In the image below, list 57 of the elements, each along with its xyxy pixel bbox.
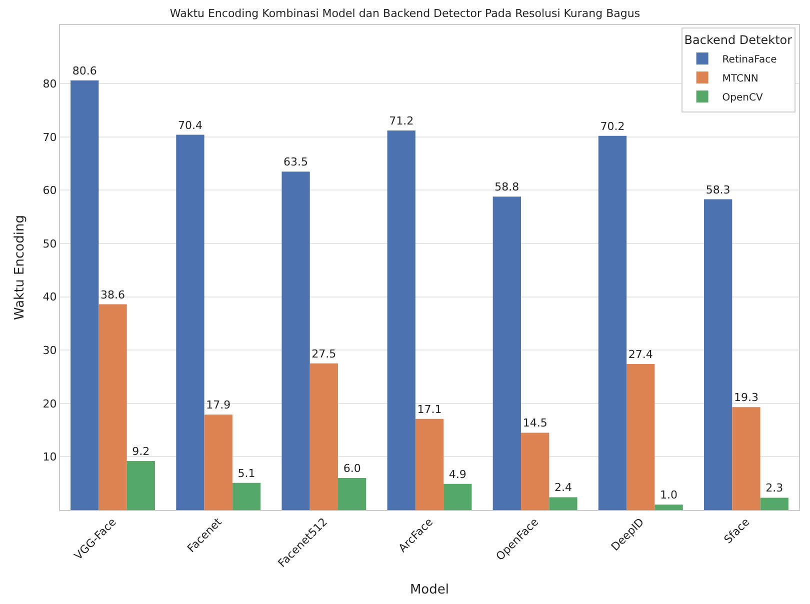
bar bbox=[204, 414, 232, 510]
bar bbox=[387, 130, 416, 510]
y-tick-label: 40 bbox=[42, 290, 57, 304]
y-tick-label: 10 bbox=[42, 450, 57, 464]
x-axis-title: Model bbox=[410, 582, 450, 598]
bar bbox=[70, 80, 99, 510]
text: 14.5 bbox=[522, 416, 548, 430]
text: 19.3 bbox=[734, 391, 758, 404]
text: 5.1 bbox=[238, 466, 256, 480]
legend-label: MTCNN bbox=[722, 73, 758, 84]
y-tick-label: 20 bbox=[42, 397, 57, 410]
bar bbox=[704, 199, 732, 510]
y-tick-label: 60 bbox=[42, 184, 57, 198]
text: 27.4 bbox=[628, 348, 653, 361]
bar bbox=[310, 363, 338, 510]
text: 6.0 bbox=[343, 462, 361, 476]
bar bbox=[521, 432, 550, 510]
bar bbox=[232, 482, 261, 510]
bar bbox=[444, 484, 472, 510]
bar bbox=[176, 134, 204, 510]
text: 71.2 bbox=[389, 114, 414, 128]
bar bbox=[598, 136, 627, 510]
text: 1.0 bbox=[660, 488, 678, 502]
bar bbox=[492, 196, 521, 510]
chart-title: Waktu Encoding Kombinasi Model dan Backend Detector Pada Resolusi Kurang Bagus bbox=[170, 6, 640, 20]
bar bbox=[732, 407, 760, 510]
text: 38.6 bbox=[100, 288, 126, 302]
text: 80.6 bbox=[72, 64, 97, 78]
bar bbox=[626, 364, 655, 510]
text: 27.5 bbox=[312, 347, 336, 360]
y-tick-label: 70 bbox=[42, 130, 57, 144]
bar bbox=[338, 478, 366, 510]
text: 58.8 bbox=[494, 180, 520, 194]
text: 58.3 bbox=[706, 183, 730, 196]
text: 17.9 bbox=[206, 398, 231, 412]
legend-label: OpenCV bbox=[722, 92, 763, 104]
text: 17.1 bbox=[417, 402, 442, 416]
text: 2.3 bbox=[766, 482, 784, 495]
bar bbox=[98, 304, 127, 510]
text: 70.4 bbox=[178, 118, 202, 132]
bar bbox=[126, 460, 156, 510]
y-tick-label: 30 bbox=[42, 344, 57, 357]
bar bbox=[549, 497, 578, 510]
bar bbox=[760, 498, 788, 510]
text: 9.2 bbox=[132, 444, 150, 458]
legend-label: RetinaFace bbox=[722, 54, 777, 66]
bar bbox=[415, 418, 444, 510]
text: 2.4 bbox=[554, 481, 572, 494]
y-tick-label: 80 bbox=[42, 77, 57, 90]
bar bbox=[654, 504, 683, 510]
bar bbox=[282, 172, 310, 510]
text: 4.9 bbox=[448, 468, 466, 481]
legend-title: Backend Detektor bbox=[684, 33, 792, 48]
text: 70.2 bbox=[600, 120, 625, 133]
text: 63.5 bbox=[284, 156, 308, 169]
y-tick-label: 50 bbox=[42, 237, 57, 250]
y-axis-title: Waktu Encoding bbox=[12, 215, 28, 320]
